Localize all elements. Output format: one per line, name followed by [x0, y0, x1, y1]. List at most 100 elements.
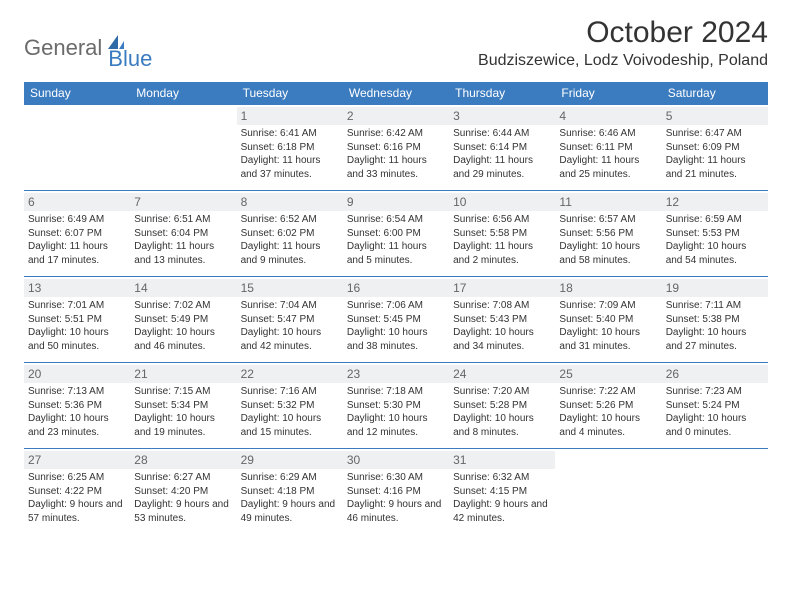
logo-text-blue: Blue	[108, 46, 152, 72]
sunrise-text: Sunrise: 6:59 AM	[666, 213, 764, 227]
sunset-text: Sunset: 5:49 PM	[134, 313, 232, 327]
weekday-header: Sunday	[24, 82, 130, 105]
calendar-day-cell: 12Sunrise: 6:59 AMSunset: 5:53 PMDayligh…	[662, 191, 768, 277]
sunset-text: Sunset: 5:58 PM	[453, 227, 551, 241]
day-number: 2	[343, 107, 449, 125]
title-block: October 2024 Budziszewice, Lodz Voivodes…	[478, 16, 768, 70]
calendar-day-cell: 9Sunrise: 6:54 AMSunset: 6:00 PMDaylight…	[343, 191, 449, 277]
calendar-day-cell: 14Sunrise: 7:02 AMSunset: 5:49 PMDayligh…	[130, 277, 236, 363]
day-number: 3	[449, 107, 555, 125]
day-number: 14	[130, 279, 236, 297]
calendar-day-cell: 13Sunrise: 7:01 AMSunset: 5:51 PMDayligh…	[24, 277, 130, 363]
calendar-day-cell: 8Sunrise: 6:52 AMSunset: 6:02 PMDaylight…	[237, 191, 343, 277]
daylight-text: Daylight: 10 hours and 42 minutes.	[241, 326, 339, 353]
day-number: 22	[237, 365, 343, 383]
calendar-day-cell: 3Sunrise: 6:44 AMSunset: 6:14 PMDaylight…	[449, 105, 555, 191]
sunrise-text: Sunrise: 7:18 AM	[347, 385, 445, 399]
sunrise-text: Sunrise: 6:56 AM	[453, 213, 551, 227]
daylight-text: Daylight: 10 hours and 54 minutes.	[666, 240, 764, 267]
day-number: 4	[555, 107, 661, 125]
weekday-header: Saturday	[662, 82, 768, 105]
calendar-day-cell: 1Sunrise: 6:41 AMSunset: 6:18 PMDaylight…	[237, 105, 343, 191]
sunrise-text: Sunrise: 6:49 AM	[28, 213, 126, 227]
sunset-text: Sunset: 5:53 PM	[666, 227, 764, 241]
day-number: 29	[237, 451, 343, 469]
sunset-text: Sunset: 5:30 PM	[347, 399, 445, 413]
day-number: 17	[449, 279, 555, 297]
daylight-text: Daylight: 11 hours and 29 minutes.	[453, 154, 551, 181]
calendar-day-cell: 6Sunrise: 6:49 AMSunset: 6:07 PMDaylight…	[24, 191, 130, 277]
calendar-day-cell: 17Sunrise: 7:08 AMSunset: 5:43 PMDayligh…	[449, 277, 555, 363]
calendar-day-cell: 31Sunrise: 6:32 AMSunset: 4:15 PMDayligh…	[449, 449, 555, 535]
sunrise-text: Sunrise: 6:57 AM	[559, 213, 657, 227]
sunrise-text: Sunrise: 7:09 AM	[559, 299, 657, 313]
sunrise-text: Sunrise: 7:22 AM	[559, 385, 657, 399]
calendar-day-cell: 29Sunrise: 6:29 AMSunset: 4:18 PMDayligh…	[237, 449, 343, 535]
calendar-day-cell: 22Sunrise: 7:16 AMSunset: 5:32 PMDayligh…	[237, 363, 343, 449]
day-number: 18	[555, 279, 661, 297]
daylight-text: Daylight: 10 hours and 12 minutes.	[347, 412, 445, 439]
calendar-day-cell: 23 Sunrise: 7:18 AMSunset: 5:30 PMDayligh…	[343, 363, 449, 449]
daylight-text: Daylight: 10 hours and 34 minutes.	[453, 326, 551, 353]
calendar-day-cell	[24, 105, 130, 191]
sunrise-text: Sunrise: 6:27 AM	[134, 471, 232, 485]
day-number: 25	[555, 365, 661, 383]
sunset-text: Sunset: 6:14 PM	[453, 141, 551, 155]
calendar-week-row: 27 Sunrise: 6:25 AMSunset: 4:22 PM Dayligh…	[24, 449, 768, 535]
daylight-text: Daylight: 9 hours and 49 minutes.	[241, 498, 339, 525]
sunset-text: Sunset: 6:16 PM	[347, 141, 445, 155]
day-number: 5	[662, 107, 768, 125]
calendar-day-cell: 11Sunrise: 6:57 AMSunset: 5:56 PMDayligh…	[555, 191, 661, 277]
daylight-text: Daylight: 10 hours and 27 minutes.	[666, 326, 764, 353]
day-number: 27	[24, 451, 130, 469]
sunset-text: Sunset: 6:00 PM	[347, 227, 445, 241]
sunrise-text: Sunrise: 6:30 AM	[347, 471, 445, 485]
sunrise-text: Sunrise: 7:13 AM	[28, 385, 126, 399]
sunrise-text: Sunrise: 6:32 AM	[453, 471, 551, 485]
sunset-text: Sunset: 4:16 PM	[347, 485, 445, 499]
calendar-day-cell: 26Sunrise: 7:23 AMSunset: 5:24 PMDayligh…	[662, 363, 768, 449]
logo: General Blue	[24, 24, 152, 72]
sunrise-text: Sunrise: 7:02 AM	[134, 299, 232, 313]
daylight-text: Daylight: 11 hours and 9 minutes.	[241, 240, 339, 267]
calendar-day-cell: 18Sunrise: 7:09 AMSunset: 5:40 PMDayligh…	[555, 277, 661, 363]
sunset-text: Sunset: 5:45 PM	[347, 313, 445, 327]
sunset-text: Sunset: 6:09 PM	[666, 141, 764, 155]
logo-text-general: General	[24, 35, 102, 61]
document-page: General Blue October 2024 Budziszewice, …	[0, 0, 792, 551]
calendar-day-cell: 20Sunrise: 7:13 AMSunset: 5:36 PMDayligh…	[24, 363, 130, 449]
sunrise-text: Sunrise: 6:47 AM	[666, 127, 764, 141]
sunset-text: Sunset: 5:47 PM	[241, 313, 339, 327]
calendar-day-cell: 16Sunrise: 7:06 AMSunset: 5:45 PMDayligh…	[343, 277, 449, 363]
sunset-text: Sunset: 4:15 PM	[453, 485, 551, 499]
weekday-header: Wednesday	[343, 82, 449, 105]
calendar-day-cell: 25Sunrise: 7:22 AMSunset: 5:26 PMDayligh…	[555, 363, 661, 449]
calendar-body: 1Sunrise: 6:41 AMSunset: 6:18 PMDaylight…	[24, 105, 768, 535]
calendar-day-cell: 15Sunrise: 7:04 AMSunset: 5:47 PMDayligh…	[237, 277, 343, 363]
sunset-text: Sunset: 5:51 PM	[28, 313, 126, 327]
day-number: 28	[130, 451, 236, 469]
calendar-day-cell: 27Sunrise: 6:25 AMSunset: 4:22 PMDayligh…	[24, 449, 130, 535]
sunset-text: Sunset: 4:22 PM	[28, 485, 126, 499]
day-number: 31	[449, 451, 555, 469]
calendar-day-cell: 30Sunrise: 6:30 AMSunset: 4:16 PMDayligh…	[343, 449, 449, 535]
sunset-text: Sunset: 6:18 PM	[241, 141, 339, 155]
calendar-day-cell: 24Sunrise: 7:20 AMSunset: 5:28 PMDayligh…	[449, 363, 555, 449]
calendar-day-cell: 5Sunrise: 6:47 AMSunset: 6:09 PMDaylight…	[662, 105, 768, 191]
day-number: 23	[343, 365, 449, 383]
weekday-header: Friday	[555, 82, 661, 105]
calendar-head: SundayMondayTuesdayWednesdayThursdayFrid…	[24, 82, 768, 105]
calendar-day-cell	[662, 449, 768, 535]
calendar-day-cell	[130, 105, 236, 191]
sunset-text: Sunset: 6:11 PM	[559, 141, 657, 155]
calendar-day-cell: 19Sunrise: 7:11 AMSunset: 5:38 PMDayligh…	[662, 277, 768, 363]
sunrise-text: Sunrise: 7:20 AM	[453, 385, 551, 399]
sunrise-text: Sunrise: 6:25 AM	[28, 471, 126, 485]
day-number: 24	[449, 365, 555, 383]
weekday-header: Thursday	[449, 82, 555, 105]
day-number: 7	[130, 193, 236, 211]
weekday-row: SundayMondayTuesdayWednesdayThursdayFrid…	[24, 82, 768, 105]
daylight-text: Daylight: 10 hours and 8 minutes.	[453, 412, 551, 439]
day-number: 11	[555, 193, 661, 211]
day-number: 15	[237, 279, 343, 297]
